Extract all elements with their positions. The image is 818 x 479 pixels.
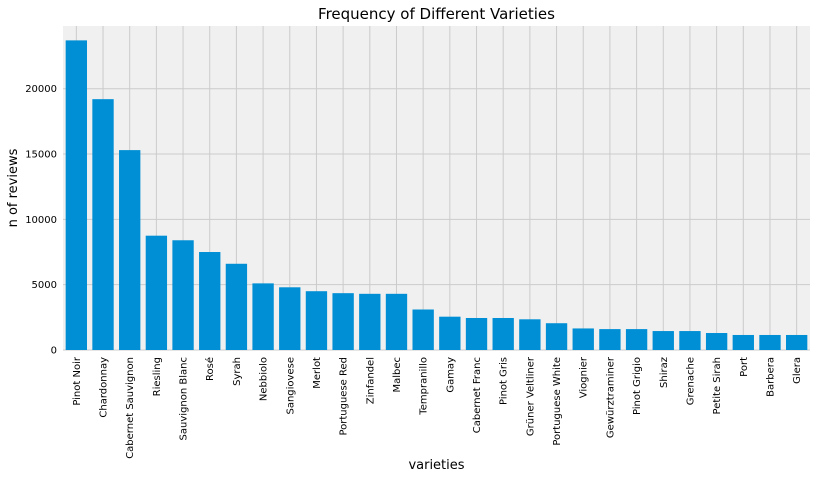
x-tick-label: Riesling — [152, 357, 163, 396]
bar-26 — [759, 334, 781, 350]
x-tick-label: Grüner Veltliner — [525, 356, 536, 436]
x-tick-label: Petite Sirah — [712, 357, 723, 414]
bar-5 — [199, 252, 221, 350]
chart-title: Frequency of Different Varieties — [318, 5, 555, 23]
bar-24 — [705, 333, 728, 350]
x-tick-label: Sangiovese — [285, 357, 296, 415]
bar-19 — [572, 328, 594, 350]
bar-10 — [332, 293, 354, 350]
bar-4 — [172, 240, 194, 350]
x-tick-label: Pinot Gris — [499, 357, 510, 405]
x-tick-label: Port — [739, 357, 750, 377]
x-tick-label: Nebbiolo — [259, 357, 270, 401]
x-tick-label: Malbec — [392, 357, 403, 393]
bar-15 — [465, 317, 488, 350]
y-tick-label: 0 — [51, 346, 57, 357]
y-tick-label: 5000 — [32, 280, 57, 291]
x-tick-label: Pinot Grigio — [632, 357, 643, 415]
x-tick-label: Portuguese White — [552, 357, 563, 446]
x-tick-label: Shiraz — [659, 357, 670, 388]
bar-16 — [492, 317, 514, 350]
y-tick-label: 15000 — [25, 150, 57, 161]
bar-20 — [599, 329, 621, 350]
bar-9 — [305, 291, 328, 350]
bar-7 — [252, 283, 274, 350]
x-tick-label: Barbera — [765, 357, 776, 397]
bar-2 — [119, 150, 141, 350]
x-tick-label: Tempranillo — [419, 357, 430, 416]
x-tick-label: Sauvignon Blanc — [179, 357, 190, 440]
x-tick-label: Gewürztraminer — [605, 356, 616, 438]
bar-27 — [785, 334, 808, 350]
x-tick-label: Syrah — [232, 357, 243, 386]
bar-13 — [412, 309, 434, 350]
x-axis-label: varieties — [408, 458, 464, 473]
x-tick-label: Zinfandel — [365, 357, 376, 404]
bar-18 — [545, 323, 568, 350]
x-tick-label: Pinot Noir — [72, 356, 83, 406]
x-tick-label: Merlot — [312, 357, 323, 389]
bar-22 — [652, 331, 674, 350]
bars — [65, 40, 808, 351]
bar-3 — [145, 235, 168, 350]
x-tick-label: Gamay — [445, 357, 456, 393]
y-axis-ticks: 0 5000 10000 15000 20000 — [25, 84, 57, 356]
bar-14 — [439, 316, 461, 350]
bar-12 — [385, 293, 408, 350]
x-tick-label: Portuguese Red — [339, 357, 350, 436]
x-tick-label: Glera — [792, 357, 803, 384]
bar-0 — [65, 40, 88, 350]
bar-23 — [679, 331, 701, 350]
bar-25 — [732, 334, 754, 350]
x-tick-label: Rosé — [204, 357, 216, 381]
y-tick-label: 20000 — [25, 84, 57, 95]
bar-17 — [519, 319, 541, 350]
x-axis-ticks: Pinot Noir Chardonnay Cabernet Sauvignon Ri… — [72, 356, 803, 459]
x-tick-label: Cabernet Sauvignon — [125, 357, 136, 459]
x-tick-label: Viognier — [579, 356, 590, 398]
bar-6 — [225, 263, 248, 350]
bar-1 — [92, 99, 114, 351]
bar-8 — [279, 287, 301, 350]
x-tick-label: Grenache — [685, 357, 696, 405]
x-tick-label: Cabernet Franc — [472, 357, 483, 433]
y-axis-label: n of reviews — [6, 148, 21, 227]
x-tick-label: Chardonnay — [99, 357, 110, 418]
bar-11 — [359, 293, 381, 350]
bar-21 — [625, 329, 648, 350]
y-tick-label: 10000 — [25, 215, 57, 226]
